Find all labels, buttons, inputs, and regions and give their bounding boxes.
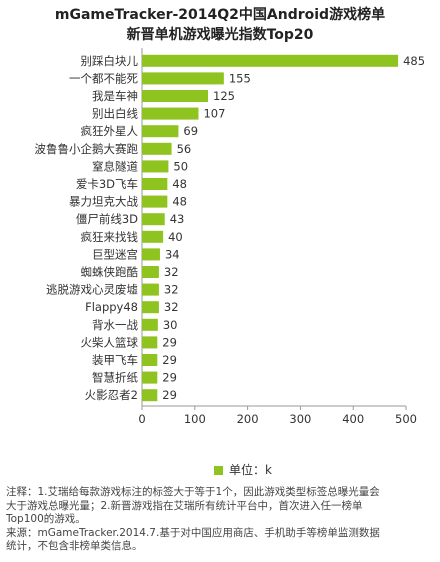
note-line: 注释：1.艾瑞给每款游戏标注的标签大于等于1个，因此游戏类型标签总曝光量会	[6, 486, 380, 498]
category-label: 僵尸前线3D	[76, 212, 138, 226]
bar	[142, 283, 159, 296]
category-label: 疯狂来找钱	[81, 230, 139, 244]
note-line: 大于游戏总曝光量；2.新晋游戏指在艾瑞所有统计平台中，首次进入任一榜单	[6, 499, 363, 512]
bar	[142, 266, 159, 278]
category-label: 背水一战	[92, 318, 138, 332]
category-label: 疯狂外星人	[81, 124, 139, 138]
source-line: 统计，不包含非榜单类信息。	[6, 540, 143, 552]
bar	[142, 230, 164, 243]
category-label: 火柴人篮球	[81, 335, 139, 349]
bar	[142, 371, 158, 384]
x-tick-label: 500	[395, 412, 417, 426]
bar	[142, 354, 158, 366]
category-label: 装甲飞车	[92, 353, 138, 367]
category-label: 一个都不能死	[69, 71, 138, 85]
data-label: 50	[173, 159, 188, 173]
category-label: 智慧折纸	[92, 371, 138, 385]
data-label: 29	[162, 371, 177, 385]
data-label: 48	[172, 177, 187, 191]
data-label: 125	[213, 89, 235, 103]
data-label: 107	[203, 107, 225, 121]
data-label: 29	[162, 335, 177, 349]
bar	[142, 72, 224, 85]
category-label: 爱卡3D飞车	[76, 177, 138, 191]
category-label: 别出白线	[92, 107, 138, 121]
category-label: 窒息隧道	[92, 159, 138, 173]
bar	[142, 389, 158, 402]
data-label: 34	[165, 247, 180, 261]
x-tick-label: 300	[289, 412, 311, 426]
category-label: 暴力坦克大战	[69, 195, 138, 209]
legend-label: 单位：k	[229, 463, 272, 477]
category-label: 逃脱游戏心灵废墟	[46, 283, 138, 297]
data-label: 29	[162, 388, 177, 402]
category-label: 别踩白块儿	[81, 54, 139, 68]
data-label: 48	[172, 195, 187, 209]
data-label: 155	[229, 71, 251, 85]
data-label: 30	[163, 318, 178, 332]
data-label: 29	[162, 353, 177, 367]
bar	[142, 142, 172, 155]
chart-title-line1: mGameTracker-2014Q2中国Android游戏榜单	[54, 7, 386, 23]
category-label: 我是车神	[92, 89, 138, 103]
bar	[142, 125, 179, 138]
data-label: 69	[183, 124, 198, 138]
data-label: 32	[164, 300, 179, 314]
bar	[142, 90, 208, 102]
data-label: 43	[170, 212, 185, 226]
category-label: 蜘蛛侠跑酷	[81, 265, 139, 279]
x-tick-label: 400	[342, 412, 364, 426]
bar	[142, 301, 159, 314]
x-tick-label: 100	[184, 412, 206, 426]
category-label: Flappy48	[85, 300, 138, 314]
chart-legend: 单位：k	[214, 461, 272, 478]
x-tick-label: 0	[138, 412, 145, 426]
bar	[142, 178, 168, 190]
bar	[142, 195, 168, 208]
note-line: Top100的游戏。	[6, 513, 86, 525]
bar	[142, 160, 169, 173]
data-label: 485	[403, 54, 425, 68]
category-label: 波鲁鲁小企鹅大赛跑	[35, 142, 139, 156]
bar	[142, 54, 399, 67]
legend-swatch	[214, 466, 223, 475]
category-label: 火影忍者2	[85, 388, 138, 402]
x-tick-label: 200	[237, 412, 259, 426]
footnotes: 注释：1.艾瑞给每款游戏标注的标签大于等于1个，因此游戏类型标签总曝光量会 大于…	[6, 486, 436, 554]
data-label: 56	[177, 142, 192, 156]
bar	[142, 248, 160, 261]
data-label: 32	[164, 283, 179, 297]
data-label: 40	[168, 230, 183, 244]
source-line: 来源：mGameTracker.2014.7.基于对中国应用商店、手机助手等榜单…	[6, 526, 380, 539]
bar	[142, 107, 199, 120]
chart-title-line2: 新晋单机游戏曝光指数Top20	[126, 27, 314, 43]
bar	[142, 213, 165, 226]
category-label: 巨型迷宫	[92, 247, 138, 261]
bar	[142, 318, 158, 331]
bar-chart: 别踩白块儿 485 一个都不能死 155 我是车神 125 别出白线 107 疯狂外星人 69 波鲁…	[35, 48, 425, 426]
data-label: 32	[164, 265, 179, 279]
bar	[142, 336, 158, 349]
